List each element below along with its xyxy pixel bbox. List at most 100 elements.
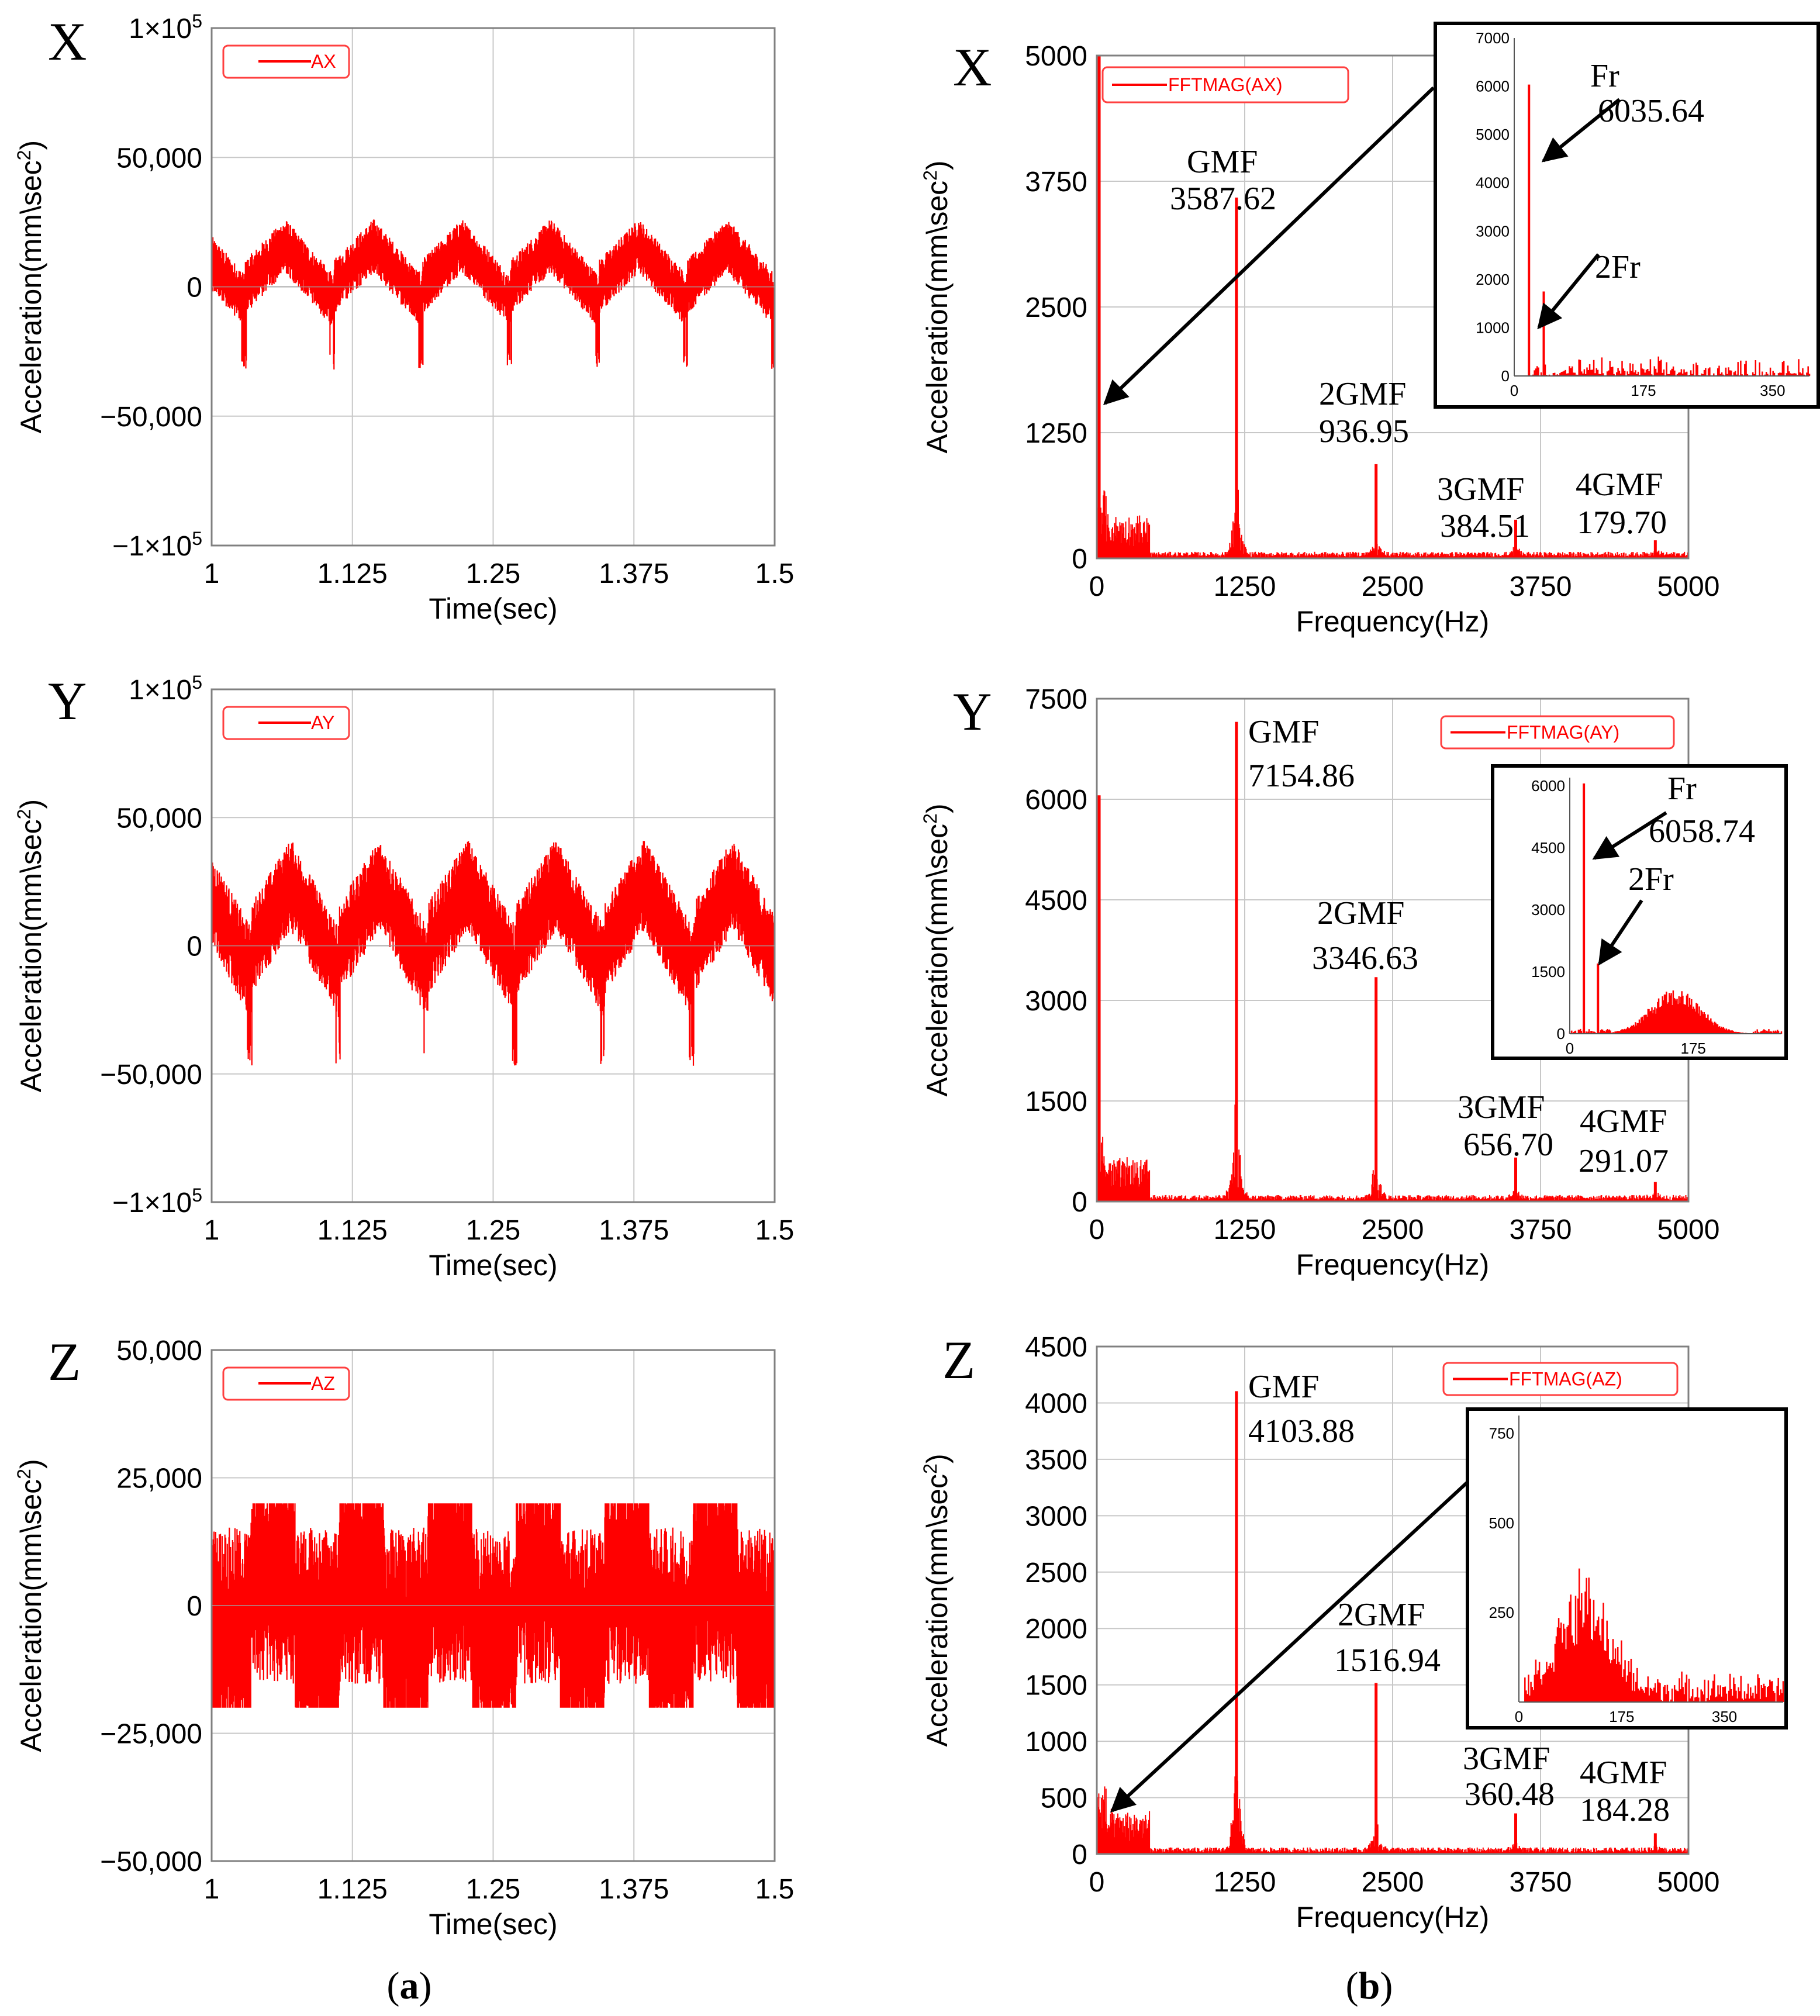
x-tick-label: 1250 [1214, 571, 1276, 602]
caption-a: (a) [387, 1965, 432, 2007]
y-tick-label: 6000 [1025, 785, 1087, 816]
x-tick-label: 3750 [1510, 1214, 1572, 1245]
peak-value-4GMF: 291.07 [1579, 1143, 1669, 1179]
y-tick-label: −50,000 [100, 1059, 202, 1090]
x-tick-label: 1.375 [599, 1215, 669, 1246]
y-tick-label: 3000 [1025, 986, 1087, 1017]
y-tick-label: 50,000 [116, 143, 202, 174]
peak-value-4GMF: 184.28 [1580, 1792, 1670, 1828]
inset-spectrum [1524, 1568, 1784, 1702]
peak-value-3GMF: 656.70 [1463, 1127, 1553, 1163]
peak-value-3GMF: 384.51 [1440, 508, 1530, 544]
y-tick-label: −50,000 [100, 1846, 202, 1877]
legend-label: FFTMAG(AZ) [1509, 1369, 1622, 1390]
y-tick-label: 4500 [1025, 885, 1087, 916]
peak-label-3GMF: 3GMF [1458, 1089, 1545, 1126]
inset-arrow-2Fr [1537, 253, 1600, 330]
peak-value-4GMF: 179.70 [1577, 505, 1667, 541]
x-tick-label: 1 [204, 1874, 220, 1905]
inset-y-tick: 500 [1489, 1514, 1514, 1532]
inset-y-tick: 750 [1489, 1425, 1514, 1442]
x-tick-label: 2500 [1362, 571, 1424, 602]
x-tick-label: 0 [1089, 1214, 1105, 1245]
inset-value-Fr: 6058.74 [1649, 813, 1755, 850]
x-tick-label: 1.25 [466, 1215, 520, 1246]
peak-label-4GMF: 4GMF [1576, 467, 1663, 503]
y-tick-label: 1250 [1025, 418, 1087, 449]
y-tick-label: 3500 [1025, 1445, 1087, 1476]
inset-y-tick: 1500 [1531, 963, 1565, 981]
y-tick-label: 1×105 [129, 672, 202, 706]
x-tick-label: 1.125 [317, 1215, 388, 1246]
row-label: Y [48, 671, 87, 731]
inset-arrow-Fr [1541, 98, 1621, 163]
x-axis-label: Frequency(Hz) [1296, 1248, 1490, 1281]
y-tick-label: 2500 [1025, 292, 1087, 323]
inset-value-Fr: 6035.64 [1598, 93, 1704, 129]
y-axis-label: Acceleration(mm\sec2) [920, 1454, 954, 1746]
y-tick-label: 500 [1041, 1783, 1087, 1814]
y-tick-label: −25,000 [100, 1719, 202, 1750]
peak-label-4GMF: 4GMF [1580, 1755, 1667, 1791]
y-tick-label: 1500 [1025, 1086, 1087, 1117]
y-tick-label: 0 [187, 931, 202, 962]
y-tick-label: 4500 [1025, 1332, 1087, 1363]
x-tick-label: 1.5 [755, 1874, 795, 1905]
legend-label: AY [311, 712, 334, 733]
y-tick-label: 50,000 [116, 803, 202, 834]
x-tick-label: 2500 [1362, 1867, 1424, 1898]
inset-y-tick: 3000 [1476, 222, 1510, 240]
y-tick-label: 0 [1072, 1187, 1087, 1218]
inset-y-tick: 3000 [1531, 901, 1565, 919]
inset-y-tick: 1000 [1476, 319, 1510, 336]
row-label: Z [942, 1330, 975, 1390]
caption-b: (b) [1346, 1965, 1393, 2007]
y-axis-label: Acceleration(mm\sec2) [13, 799, 47, 1092]
x-tick-label: 1.375 [599, 558, 669, 589]
peak-value-2GMF: 936.95 [1319, 413, 1409, 450]
inset-label-Fr: Fr [1667, 771, 1697, 807]
peak-label-3GMF: 3GMF [1437, 471, 1524, 508]
row-label: X [953, 37, 992, 97]
inset-y-tick: 0 [1557, 1025, 1565, 1042]
inset-x-tick: 175 [1631, 382, 1656, 399]
x-axis-label: Time(sec) [429, 1249, 557, 1282]
inset-y-tick: 250 [1489, 1604, 1514, 1621]
inset-x-tick: 0 [1515, 1708, 1523, 1725]
y-tick-label: 0 [187, 272, 202, 303]
y-axis-label: Acceleration(mm\sec2) [13, 140, 47, 433]
x-tick-label: 5000 [1657, 571, 1720, 602]
x-tick-label: 0 [1089, 571, 1105, 602]
inset-arrow-Fr [1592, 811, 1667, 860]
legend-box [1101, 66, 1349, 103]
y-tick-label: 1000 [1025, 1727, 1087, 1758]
y-axis-label: Acceleration(mm\sec2) [13, 1459, 47, 1752]
x-tick-label: 1.125 [317, 558, 388, 589]
peak-value-GMF: 4103.88 [1248, 1413, 1355, 1449]
y-tick-label: 0 [1072, 1839, 1087, 1870]
y-tick-label: 0 [187, 1591, 202, 1622]
inset-y-tick: 7000 [1476, 29, 1510, 47]
peak-label-4GMF: 4GMF [1580, 1103, 1667, 1140]
inset-label-Fr: Fr [1590, 58, 1619, 94]
legend-label: FFTMAG(AY) [1507, 722, 1619, 743]
inset-y-tick: 0 [1501, 367, 1510, 385]
row-label: X [48, 12, 87, 71]
inset-box [1434, 22, 1820, 409]
peak-value-3GMF: 360.48 [1465, 1776, 1555, 1813]
y-tick-label: 1×105 [129, 11, 202, 44]
x-tick-label: 1 [204, 558, 220, 589]
peak-value-2GMF: 3346.63 [1312, 940, 1418, 976]
legend-label: FFTMAG(AX) [1168, 74, 1283, 95]
y-tick-label: 4000 [1025, 1388, 1087, 1419]
inset-y-tick: 6000 [1476, 78, 1510, 95]
peak-value-GMF: 3587.62 [1170, 181, 1276, 217]
x-tick-label: 1.5 [755, 558, 795, 589]
inset-x-tick: 0 [1510, 382, 1518, 399]
y-tick-label: 2000 [1025, 1614, 1087, 1645]
